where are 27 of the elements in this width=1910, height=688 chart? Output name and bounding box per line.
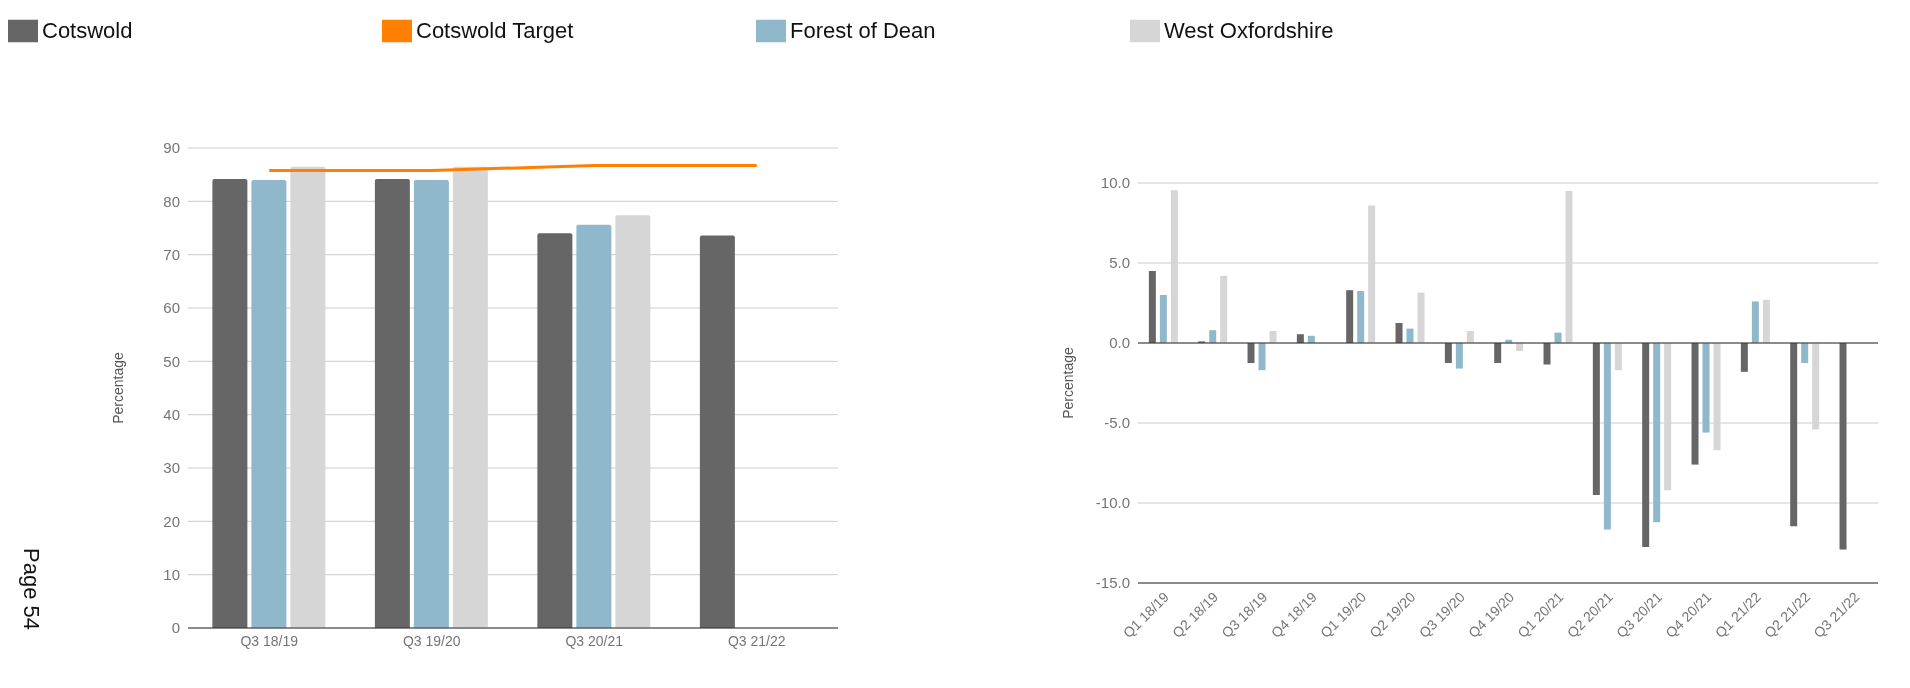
y-tick-label: 10.0 <box>1100 174 1130 192</box>
legend-label: Cotswold Target <box>416 18 575 44</box>
y-tick-label: 80 <box>163 192 180 210</box>
y-tick-label: 0.0 <box>1109 334 1130 352</box>
y-tick-label: -15.0 <box>1095 574 1130 592</box>
y-axis-title: Percentage <box>109 351 126 424</box>
x-tick-label: Q3 21/22 <box>727 632 786 649</box>
y-tick-label: 90 <box>163 139 180 157</box>
y-tick-label: 20 <box>163 512 180 530</box>
y-tick-label: 10 <box>163 565 180 583</box>
y-tick-label: 30 <box>163 459 180 477</box>
y-tick-label: 40 <box>163 405 180 423</box>
y-tick-label: 50 <box>163 352 180 370</box>
legend-label: Cotswold <box>42 18 134 44</box>
y-tick-label: 5.0 <box>1109 254 1130 272</box>
y-axis-title: Percentage <box>1059 346 1076 419</box>
y-tick-label: 70 <box>163 245 180 263</box>
x-tick-label: Q3 19/20 <box>402 632 461 649</box>
x-tick-label: Q3 18/19 <box>240 632 299 649</box>
y-tick-label: -10.0 <box>1095 494 1130 512</box>
legend-label: West Oxfordshire <box>1164 18 1335 44</box>
y-tick-label: 60 <box>163 299 180 317</box>
legend-label: Forest of Dean <box>790 18 937 44</box>
text: Page 54 <box>18 548 44 630</box>
x-tick-label: Q3 20/21 <box>565 632 624 649</box>
y-tick-label: -5.0 <box>1104 414 1130 432</box>
y-tick-label: 0 <box>171 619 180 637</box>
